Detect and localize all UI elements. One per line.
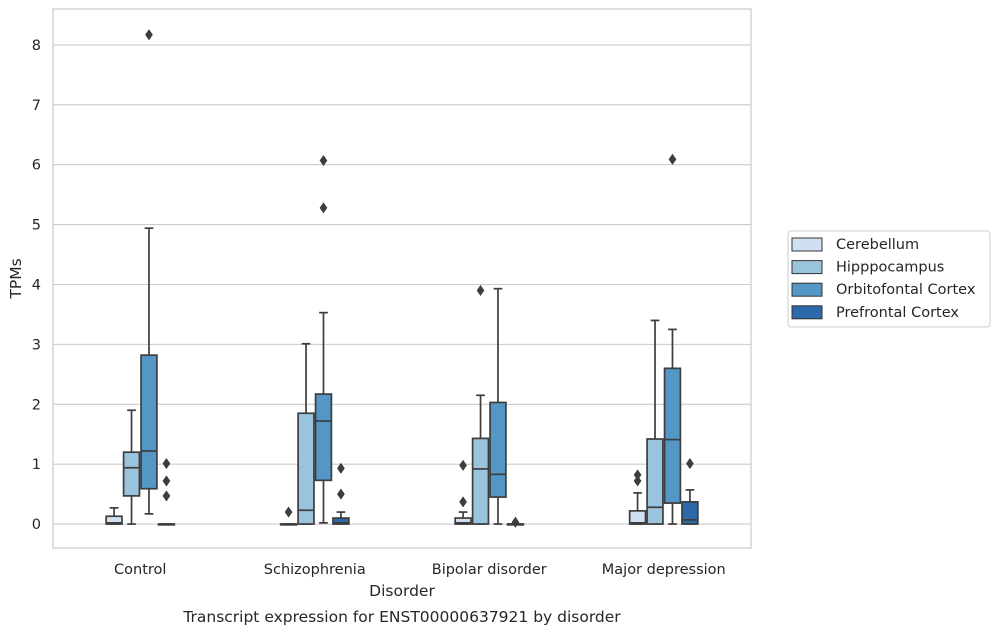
box-iqr	[122, 451, 141, 497]
box-iqr	[663, 367, 682, 504]
box-iqr	[454, 517, 472, 525]
y-tick-label: 4	[32, 277, 41, 293]
box-iqr	[332, 517, 350, 525]
box-iqr	[314, 393, 333, 482]
box-hipppocampus-2	[471, 284, 490, 525]
box-hipppocampus-1	[297, 342, 315, 525]
box-orbitofontal-cortex-0	[140, 29, 158, 515]
box-prefrontal-cortex-3	[681, 457, 699, 525]
legend: Cerebellum Hipppocampus Orbitofontal Corte…	[787, 230, 991, 328]
legend-swatch	[791, 260, 823, 275]
box-cerebellum-3	[628, 469, 647, 525]
legend-swatch	[791, 305, 823, 320]
box-cerebellum-1	[279, 506, 298, 526]
outlier-point	[633, 469, 642, 481]
plot-area-frame	[52, 8, 752, 549]
box-orbitofontal-cortex-1	[314, 154, 333, 524]
box-iqr	[471, 437, 490, 525]
x-tick-label: Control	[114, 562, 166, 578]
legend-entry-label: Orbitofontal Cortex	[836, 282, 976, 298]
legend-swatch	[791, 282, 823, 297]
outlier-point	[284, 506, 293, 518]
legend-entry-label: Hipppocampus	[836, 260, 944, 276]
box-iqr	[646, 438, 664, 525]
box-prefrontal-cortex-1	[332, 462, 350, 525]
outlier-point	[162, 475, 171, 487]
outlier-point	[162, 490, 171, 502]
legend-swatch	[791, 237, 823, 252]
outlier-point	[145, 29, 153, 41]
box-iqr	[140, 354, 158, 490]
legend-frame	[787, 230, 991, 328]
outlier-point	[511, 516, 520, 528]
box-iqr	[297, 412, 315, 525]
y-tick-label: 7	[32, 98, 41, 114]
x-tick-labels: Control Schizophrenia Bipolar disorder Majo…	[114, 562, 726, 578]
outlier-point	[459, 496, 467, 508]
outlier-point	[633, 475, 642, 487]
x-tick-label: Schizophrenia	[264, 562, 366, 578]
legend-entry-label: Cerebellum	[836, 237, 919, 253]
outlier-point	[337, 488, 345, 500]
box-iqr	[105, 515, 123, 525]
box-orbitofontal-cortex-2	[489, 287, 507, 525]
y-tick-label: 2	[32, 397, 41, 413]
box-orbitofontal-cortex-3	[663, 153, 682, 525]
legend-entry-label: Prefrontal Cortex	[836, 305, 959, 321]
outlier-point	[668, 153, 677, 165]
box-iqr	[489, 401, 507, 498]
outlier-point	[459, 459, 467, 471]
y-axis-label: TPMs	[7, 258, 25, 299]
y-tick-label: 1	[32, 457, 41, 473]
x-tick-label: Bipolar disorder	[432, 562, 547, 578]
outlier-point	[686, 457, 694, 470]
y-tick-label: 8	[32, 38, 41, 54]
x-tick-label: Major depression	[602, 562, 726, 578]
outlier-point	[337, 462, 345, 474]
box-iqr	[628, 510, 647, 525]
y-tick-label: 0	[32, 517, 41, 533]
box-hipppocampus-0	[122, 409, 141, 525]
y-tick-label: 6	[32, 158, 41, 174]
outlier-point	[162, 457, 171, 470]
box-prefrontal-cortex-2	[506, 516, 525, 528]
box-groups	[105, 29, 699, 528]
box-prefrontal-cortex-0	[157, 457, 176, 526]
y-tick-label: 3	[32, 337, 41, 353]
y-tick-label: 5	[32, 218, 41, 234]
box-iqr	[681, 501, 699, 525]
y-tick-labels: 0 1 2 3 4 5 6 7 8	[32, 38, 41, 533]
outlier-point	[319, 202, 328, 214]
box-cerebellum-2	[454, 459, 472, 525]
box-hipppocampus-3	[646, 319, 664, 525]
x-axis-label: Disorder	[369, 582, 435, 600]
outlier-point	[319, 154, 328, 167]
chart-caption: Transcript expression for ENST0000063792…	[182, 608, 621, 626]
box-cerebellum-0	[105, 507, 123, 525]
outlier-point	[476, 284, 485, 297]
